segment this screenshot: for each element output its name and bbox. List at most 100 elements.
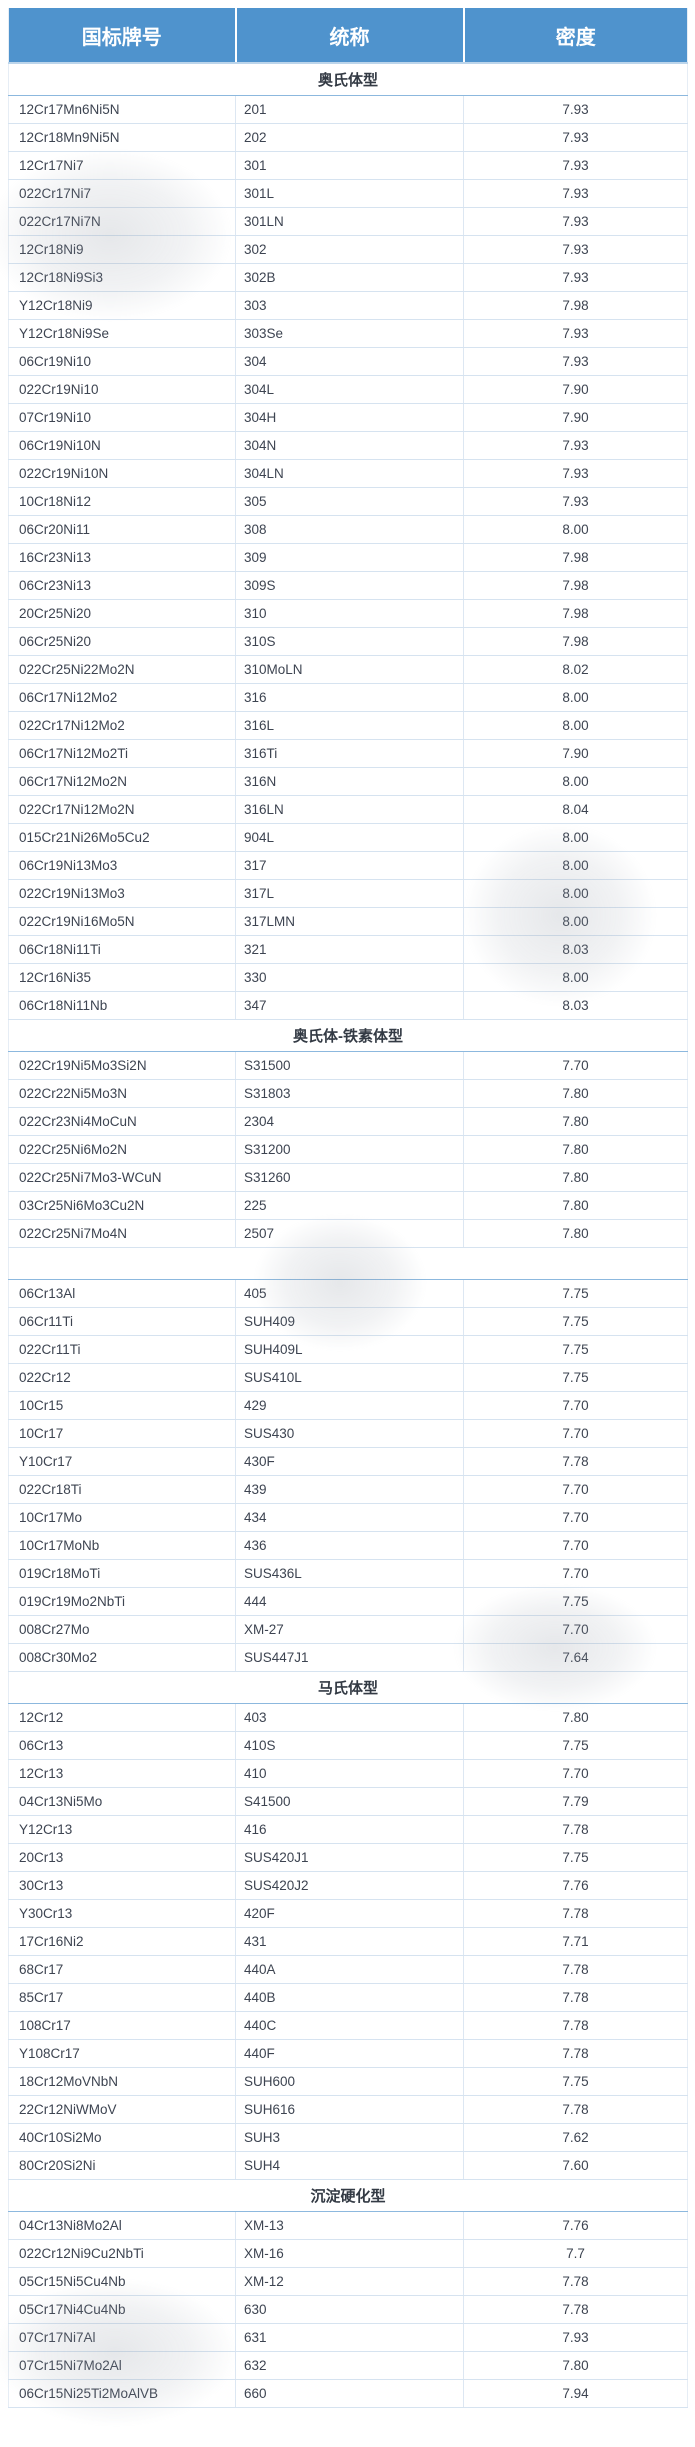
table-row: 022Cr18Ti 439 7.70 [8,1475,688,1504]
table-row: 022Cr12Ni9Cu2NbTi XM-16 7.7 [8,2239,688,2268]
table-row: 06Cr13Al 405 7.75 [8,1279,688,1308]
common-name-cell: 301L [235,179,464,208]
common-name-cell: 429 [235,1391,464,1420]
table-row: 06Cr17Ni12Mo2Ti 316Ti 7.90 [8,739,688,768]
density-cell: 7.70 [463,1391,688,1420]
grade-cell: 022Cr19Ni5Mo3Si2N [8,1051,236,1080]
density-cell: 7.93 [463,235,688,264]
density-cell: 7.93 [463,431,688,460]
common-name-cell: 303Se [235,319,464,348]
density-cell: 7.80 [463,2351,688,2380]
table-row: 022Cr25Ni7Mo4N 2507 7.80 [8,1219,688,1248]
density-cell: 7.93 [463,123,688,152]
common-name-cell: 632 [235,2351,464,2380]
grade-cell: 04Cr13Ni8Mo2Al [8,2211,236,2240]
table-row: 10Cr17Mo 434 7.70 [8,1503,688,1532]
common-name-cell: 430F [235,1447,464,1476]
grade-cell: 12Cr12 [8,1703,236,1732]
common-name-cell: S31200 [235,1135,464,1164]
grade-cell: 06Cr13 [8,1731,236,1760]
density-cell: 8.00 [463,711,688,740]
table-row: 85Cr17 440B 7.78 [8,1983,688,2012]
common-name-cell: 305 [235,487,464,516]
common-name-cell: SUS420J1 [235,1843,464,1872]
common-name-cell: XM-16 [235,2239,464,2268]
table-row: 022Cr19Ni10 304L 7.90 [8,375,688,404]
density-cell: 7.80 [463,1219,688,1248]
common-name-cell: 316 [235,683,464,712]
common-name-cell: 201 [235,95,464,124]
grade-cell: 022Cr17Ni7N [8,207,236,236]
density-cell: 7.75 [463,1335,688,1364]
table-row: 06Cr13 410S 7.75 [8,1731,688,1760]
table-row: 20Cr25Ni20 310 7.98 [8,599,688,628]
section-header-row: 马氏体型 [8,1671,688,1704]
section-header-label: 马氏体型 [8,1671,688,1704]
grade-cell: Y12Cr18Ni9Se [8,319,236,348]
common-name-cell: SUH4 [235,2151,464,2180]
grade-cell: 07Cr17Ni7Al [8,2323,236,2352]
common-name-cell: SUS420J2 [235,1871,464,1900]
common-name-cell: 301LN [235,207,464,236]
grade-cell: 85Cr17 [8,1983,236,2012]
density-cell: 7.70 [463,1531,688,1560]
common-name-cell: 403 [235,1703,464,1732]
common-name-cell: 440C [235,2011,464,2040]
common-name-cell: 304LN [235,459,464,488]
density-cell: 7.70 [463,1419,688,1448]
table-row: 019Cr19Mo2NbTi 444 7.75 [8,1587,688,1616]
common-name-cell: 436 [235,1531,464,1560]
table-row: 12Cr17Mn6Ni5N 201 7.93 [8,95,688,124]
density-cell: 7.90 [463,375,688,404]
grade-cell: 03Cr25Ni6Mo3Cu2N [8,1191,236,1220]
table-row: 06Cr17Ni12Mo2 316 8.00 [8,683,688,712]
common-name-cell: 301 [235,151,464,180]
table-row: 008Cr30Mo2 SUS447J1 7.64 [8,1643,688,1672]
grade-cell: 12Cr17Mn6Ni5N [8,95,236,124]
density-cell: 7.70 [463,1475,688,1504]
density-cell: 7.78 [463,2095,688,2124]
section-header-label: 奥氏体型 [8,63,688,96]
table-row: Y10Cr17 430F 7.78 [8,1447,688,1476]
common-name-cell: 304N [235,431,464,460]
table-row: 008Cr27Mo XM-27 7.70 [8,1615,688,1644]
table-row: Y12Cr13 416 7.78 [8,1815,688,1844]
table-row: 108Cr17 440C 7.78 [8,2011,688,2040]
grade-cell: 12Cr18Ni9 [8,235,236,264]
density-cell: 7.71 [463,1927,688,1956]
common-name-cell: S31803 [235,1079,464,1108]
density-cell: 7.93 [463,487,688,516]
table-row: 06Cr19Ni10N 304N 7.93 [8,431,688,460]
density-cell: 7.78 [463,1815,688,1844]
grade-cell: 18Cr12MoVNbN [8,2067,236,2096]
common-name-cell: 904L [235,823,464,852]
table-row: 022Cr19Ni13Mo3 317L 8.00 [8,879,688,908]
grade-cell: 06Cr17Ni12Mo2N [8,767,236,796]
grade-cell: 022Cr11Ti [8,1335,236,1364]
common-name-cell: 304L [235,375,464,404]
table-row: 12Cr17Ni7 301 7.93 [8,151,688,180]
density-cell: 7.78 [463,1983,688,2012]
grade-cell: 12Cr18Ni9Si3 [8,263,236,292]
density-cell: 7.98 [463,627,688,656]
common-name-cell: SUS410L [235,1363,464,1392]
grade-cell: 06Cr17Ni12Mo2 [8,683,236,712]
common-name-cell: XM-13 [235,2211,464,2240]
density-cell: 7.93 [463,347,688,376]
grade-cell: 022Cr22Ni5Mo3N [8,1079,236,1108]
table-row: 022Cr11Ti SUH409L 7.75 [8,1335,688,1364]
density-cell: 7.94 [463,2379,688,2408]
grade-cell: 04Cr13Ni5Mo [8,1787,236,1816]
grade-cell: 015Cr21Ni26Mo5Cu2 [8,823,236,852]
common-name-cell: 316Ti [235,739,464,768]
table-row: 06Cr17Ni12Mo2N 316N 8.00 [8,767,688,796]
density-cell: 7.93 [463,151,688,180]
grade-cell: 06Cr17Ni12Mo2Ti [8,739,236,768]
common-name-cell: 316N [235,767,464,796]
common-name-cell: SUH616 [235,2095,464,2124]
density-cell: 7.75 [463,1587,688,1616]
density-cell: 8.00 [463,851,688,880]
table-row: 06Cr18Ni11Nb 347 8.03 [8,991,688,1020]
grade-cell: 80Cr20Si2Ni [8,2151,236,2180]
common-name-cell: 660 [235,2379,464,2408]
